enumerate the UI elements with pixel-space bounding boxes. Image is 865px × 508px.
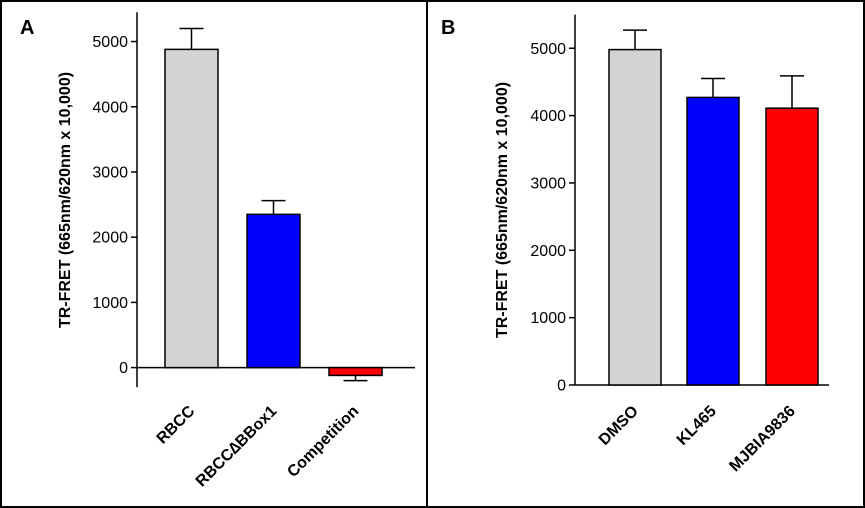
panel-b-frame [426, 0, 865, 508]
panel-a-category-label: RBCC∆BBox1 [193, 403, 281, 491]
panel-a-y-tick-label: 5000 [92, 34, 128, 51]
panel-b-y-tick-label: 0 [557, 378, 566, 395]
panel-b-y-tick-label: 4000 [530, 108, 566, 125]
panel-b-bar-3 [765, 107, 819, 386]
panel-a-category-label: RBCC [154, 402, 199, 447]
panel-a-category-label: Competition [284, 403, 362, 481]
panel-a-y-tick-label: 1000 [92, 295, 128, 312]
panel-a-bar-2 [246, 213, 301, 369]
panel-b-y-tick-label: 1000 [530, 310, 566, 327]
panel-a-bar-3 [328, 366, 383, 377]
panel-b-y-tick-label: 5000 [530, 41, 566, 58]
panel-b-bar-1 [608, 48, 662, 386]
panel-b-y-tick-label: 2000 [530, 243, 566, 260]
panel-a-y-tick-label: 2000 [92, 230, 128, 247]
panel-a-y-tick-label: 4000 [92, 99, 128, 116]
panel-b-bar-2 [686, 96, 740, 386]
panel-a-y-tick-label: 3000 [92, 164, 128, 181]
panel-a-y-axis-title: TR-FRET (665nm/620nm x 10,000) [57, 72, 74, 328]
panel-b-category-label: MJBIA9836 [726, 403, 798, 475]
panel-a-y-tick-label: 0 [119, 360, 128, 377]
panel-b-category-label: DMSO [596, 403, 642, 449]
panel-b-category-label: KL465 [674, 403, 720, 449]
panel-a-letter: A [20, 17, 34, 39]
panel-b-y-axis-title: TR-FRET (665nm/620nm x 10,000) [494, 82, 511, 338]
panel-b-letter: B [441, 17, 455, 39]
panel-a-bar-1 [164, 48, 219, 369]
panel-b-y-tick-label: 3000 [530, 175, 566, 192]
